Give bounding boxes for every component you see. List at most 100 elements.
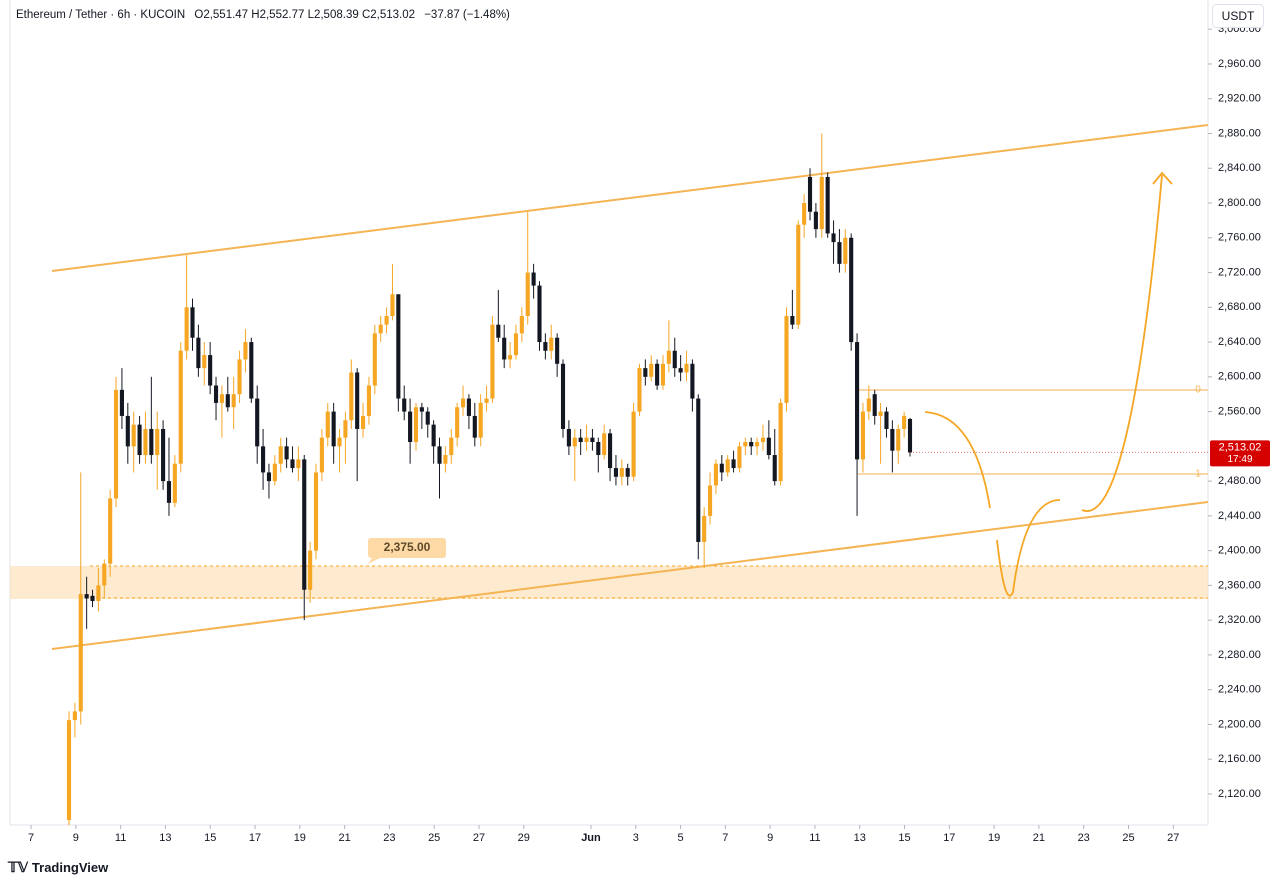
- candle-body: [119, 389, 124, 416]
- projection-curve: [1081, 174, 1163, 512]
- candle-body: [125, 415, 130, 447]
- candle-body: [502, 337, 507, 360]
- candle-body: [596, 442, 601, 456]
- y-tick-label: 2,720.00: [1218, 266, 1261, 278]
- candle-body: [555, 337, 560, 364]
- y-tick-label: 2,960.00: [1218, 58, 1261, 70]
- candle-body: [390, 294, 395, 316]
- support-zone: [10, 566, 1208, 599]
- candle-body: [208, 355, 213, 386]
- x-tick-label: 21: [1033, 832, 1045, 844]
- candle-body: [155, 428, 160, 456]
- x-tick-label: 7: [28, 832, 34, 844]
- candle-body: [625, 468, 630, 477]
- candle-body: [843, 237, 848, 264]
- y-tick-label: 2,240.00: [1218, 684, 1261, 696]
- candle-body: [484, 398, 489, 403]
- candle-body: [496, 324, 501, 338]
- candle-body: [190, 307, 195, 338]
- candle-body: [413, 407, 419, 443]
- x-tick-label: 21: [338, 832, 350, 844]
- candle-body: [790, 315, 795, 325]
- candle-body: [884, 411, 889, 429]
- candle-body: [725, 459, 730, 473]
- candle-body: [643, 368, 648, 377]
- candle-body: [508, 355, 513, 360]
- candle-body: [696, 398, 701, 542]
- candle-body: [213, 385, 219, 403]
- x-tick-label: 9: [73, 832, 79, 844]
- candle-body: [719, 463, 724, 473]
- x-tick-label: 15: [898, 832, 910, 844]
- candle-body: [772, 455, 777, 482]
- x-tick-label: 27: [473, 832, 485, 844]
- candle-body: [149, 428, 154, 456]
- candle-body: [161, 428, 166, 482]
- fib-label: 0: [1195, 385, 1201, 396]
- candle-body: [784, 315, 789, 403]
- candle-body: [578, 437, 583, 443]
- x-tick-label: 9: [767, 832, 773, 844]
- x-tick-label: 13: [854, 832, 866, 844]
- candle-body: [590, 437, 595, 443]
- candle-body: [243, 342, 248, 360]
- candle-body: [266, 472, 272, 482]
- candle-body: [702, 515, 707, 542]
- x-tick-label: 7: [722, 832, 728, 844]
- x-tick-label: 3: [633, 832, 639, 844]
- candle-body: [531, 272, 536, 286]
- candle-body: [419, 407, 424, 412]
- candle-body: [490, 324, 495, 399]
- currency-button[interactable]: USDT: [1212, 4, 1264, 28]
- candle-body: [731, 459, 736, 469]
- candle-body: [896, 428, 901, 451]
- candle-body: [96, 585, 101, 602]
- candle-body: [684, 363, 689, 373]
- y-tick-label: 2,920.00: [1218, 93, 1261, 105]
- candle-body: [431, 424, 436, 447]
- annotation-label: 2,375.00: [384, 540, 431, 554]
- x-tick-label: 15: [204, 832, 216, 844]
- candle-body: [231, 394, 236, 408]
- channel-lower: [51, 501, 1209, 650]
- candle-body: [813, 211, 818, 230]
- candle-body: [619, 468, 624, 477]
- candle-body: [566, 428, 571, 447]
- ohlc-key: O: [194, 9, 204, 21]
- candle-body: [166, 481, 172, 503]
- candle-body: [713, 463, 718, 486]
- candle-body: [102, 563, 107, 586]
- y-tick-label: 2,640.00: [1218, 336, 1261, 348]
- y-tick-label: 2,680.00: [1218, 301, 1261, 313]
- candle-body: [237, 359, 242, 395]
- candle-body: [907, 419, 913, 453]
- ohlc-value: 2,552.77: [259, 9, 305, 21]
- candle-body: [408, 411, 413, 443]
- y-tick-label: 2,280.00: [1218, 649, 1261, 661]
- y-tick-label: 2,480.00: [1218, 475, 1261, 487]
- brand-logo: 𝕋𝕍 TradingView: [8, 859, 108, 876]
- arrow-head: [1152, 171, 1173, 185]
- candle-body: [272, 463, 277, 482]
- candle-body: [343, 420, 348, 438]
- x-tick-label: 23: [1078, 832, 1090, 844]
- candle-body: [425, 411, 430, 425]
- ohlc-key: C: [361, 9, 371, 21]
- x-tick-label: 13: [159, 832, 171, 844]
- candle-body: [466, 398, 471, 416]
- y-tick-label: 2,120.00: [1218, 788, 1261, 800]
- candle-body: [255, 398, 260, 447]
- change: −37.87 (−1.48%): [424, 9, 510, 21]
- candle-body: [543, 342, 548, 351]
- logo-icon: 𝕋𝕍: [8, 859, 32, 875]
- candle-body: [631, 411, 636, 477]
- y-tick-label: 2,160.00: [1218, 753, 1261, 765]
- candle-body: [90, 595, 95, 602]
- candle-body: [802, 203, 807, 225]
- x-tick-label: 19: [294, 832, 306, 844]
- y-tick-label: 2,560.00: [1218, 405, 1261, 417]
- candle-body: [137, 424, 142, 456]
- candle-body: [249, 342, 254, 399]
- y-tick-label: 3,000.00: [1218, 23, 1261, 35]
